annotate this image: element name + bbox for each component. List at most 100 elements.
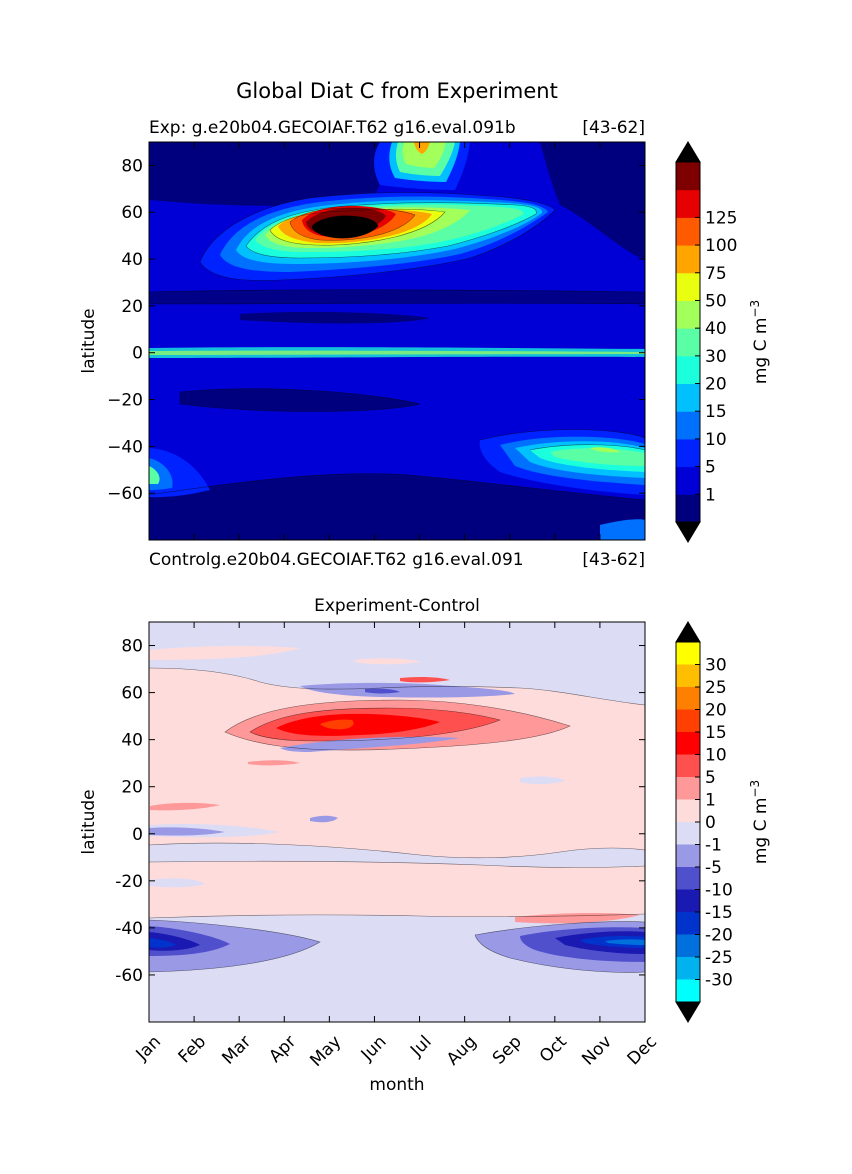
ytick-label: 20: [121, 297, 143, 317]
panel2-title: Experiment-Control: [314, 596, 480, 616]
colorbar-level-label: -15: [705, 903, 733, 923]
colorbar-frame: [675, 161, 701, 523]
colorbar-swatch: [676, 245, 700, 274]
ytick-label: -60: [115, 966, 143, 986]
colorbar-level-label: 15: [705, 723, 727, 743]
ytick-label: 0: [132, 825, 143, 845]
colorbar-swatch: [676, 867, 700, 890]
panel2-contour-field: [149, 622, 645, 1022]
colorbar-swatch: [676, 272, 700, 301]
colorbar-swatch: [676, 162, 700, 191]
colorbar-level-label: 75: [705, 264, 727, 284]
colorbar-swatch: [676, 466, 700, 495]
colorbar-swatch: [676, 934, 700, 958]
colorbar-swatch: [676, 328, 700, 357]
ytick-label: -40: [115, 919, 143, 939]
colorbar-level-label: 100: [705, 236, 737, 256]
ytick-label: −20: [107, 391, 143, 411]
colorbar-swatch: [676, 912, 700, 935]
ytick-label: 60: [121, 684, 143, 704]
ytick-label: 40: [121, 250, 143, 270]
xtick-label: May: [306, 1032, 345, 1071]
colorbar-level-label: 30: [705, 347, 727, 367]
colorbar-level-label: 10: [705, 430, 727, 450]
panel1-yaxis: 80 60 40 20 0 −20 −40 −60: [107, 156, 645, 504]
colorbar-swatch: [676, 494, 700, 523]
colorbar-level-label: -10: [705, 881, 733, 901]
colorbar-level-label: -20: [705, 926, 733, 946]
xtick-label: Apr: [265, 1032, 300, 1067]
xtick-label: Sep: [489, 1032, 526, 1069]
xtick-label: Jul: [406, 1032, 435, 1061]
panel2-plot-frame: [148, 621, 646, 1023]
panel1-colorbar-label: mg C m−3: [748, 300, 771, 384]
colorbar-level-label: 5: [705, 458, 716, 478]
colorbar-swatch: [676, 822, 700, 845]
xtick-label: Aug: [443, 1032, 481, 1070]
panel-difference: Controlg.e20b04.GECOIAF.T62 g16.eval.091…: [79, 550, 771, 1095]
colorbar-swatch: [676, 189, 700, 218]
colorbar-swatch: [676, 664, 700, 688]
ytick-label: 40: [121, 731, 143, 751]
ytick-label: −60: [107, 484, 143, 504]
ytick-label: -20: [115, 872, 143, 892]
panel2-colorbar-label: mg C m−3: [748, 780, 771, 864]
panel2-subtitle-right: [43-62]: [582, 550, 645, 570]
panel-experiment: Exp: g.e20b04.GECOIAF.T62 g16.eval.091b …: [79, 118, 771, 543]
colorbar-level-label: 15: [705, 402, 727, 422]
panel2-xlabel: month: [369, 1075, 424, 1095]
colorbar-swatch: [676, 687, 700, 710]
colorbar-swatch: [676, 844, 700, 868]
panel2-yaxis: 80 60 40 20 0 -20 -40 -60: [115, 637, 645, 986]
ytick-label: 80: [121, 156, 143, 176]
xtick-label: Mar: [218, 1032, 255, 1069]
xtick-label: Dec: [624, 1032, 661, 1069]
ytick-label: 60: [121, 203, 143, 223]
panel1-subtitle-left: Exp: g.e20b04.GECOIAF.T62 g16.eval.091b: [149, 118, 516, 138]
colorbar-extend-bottom: [675, 521, 701, 543]
colorbar-level-label: 25: [705, 678, 727, 698]
colorbar-swatch: [676, 411, 700, 440]
colorbar-swatch: [676, 777, 700, 800]
ytick-label: 0: [132, 344, 143, 364]
xtick-label: Nov: [578, 1032, 616, 1070]
xtick-label: Jan: [132, 1032, 165, 1065]
ytick-label: 20: [121, 778, 143, 798]
colorbar-level-label: 50: [705, 291, 727, 311]
colorbar-extend-bottom: [675, 1001, 701, 1023]
colorbar-swatch: [676, 979, 700, 1003]
colorbar-extend-top: [675, 621, 701, 643]
colorbar-extend-top: [675, 141, 701, 163]
panel1-xaxis-ticks: [148, 142, 646, 540]
colorbar-level-label: -5: [705, 858, 722, 878]
colorbar-level-label: 1: [705, 791, 716, 811]
colorbar-level-label: 30: [705, 656, 727, 676]
colorbar-swatch: [676, 889, 700, 913]
figure-title: Global Diat C from Experiment: [236, 79, 558, 103]
panel1-ylabel: latitude: [79, 308, 99, 373]
colorbar-swatch: [676, 355, 700, 385]
panel1-plot-frame: [148, 141, 646, 541]
panel1-contour-field: [149, 142, 645, 540]
colorbar-swatch: [676, 383, 700, 412]
ytick-label: −40: [107, 437, 143, 457]
colorbar-swatch: [676, 799, 700, 823]
colorbar-swatch: [676, 642, 700, 665]
panel2-subtitle-left: Controlg.e20b04.GECOIAF.T62 g16.eval.091: [149, 550, 524, 570]
xtick-label: Jun: [357, 1032, 391, 1066]
colorbar-swatch: [676, 217, 700, 246]
colorbar-level-label: 0: [705, 813, 716, 833]
colorbar-level-label: -30: [705, 971, 733, 991]
colorbar-level-label: -25: [705, 948, 733, 968]
colorbar-swatch: [676, 438, 700, 468]
colorbar-swatch: [676, 709, 700, 733]
colorbar-level-label: 20: [705, 701, 727, 721]
colorbar-level-label: 10: [705, 746, 727, 766]
colorbar-swatch: [676, 957, 700, 980]
panel2-ylabel: latitude: [79, 789, 99, 854]
xtick-label: Feb: [175, 1032, 210, 1067]
colorbar-swatch: [676, 754, 700, 778]
colorbar-level-label: 1: [705, 485, 716, 505]
